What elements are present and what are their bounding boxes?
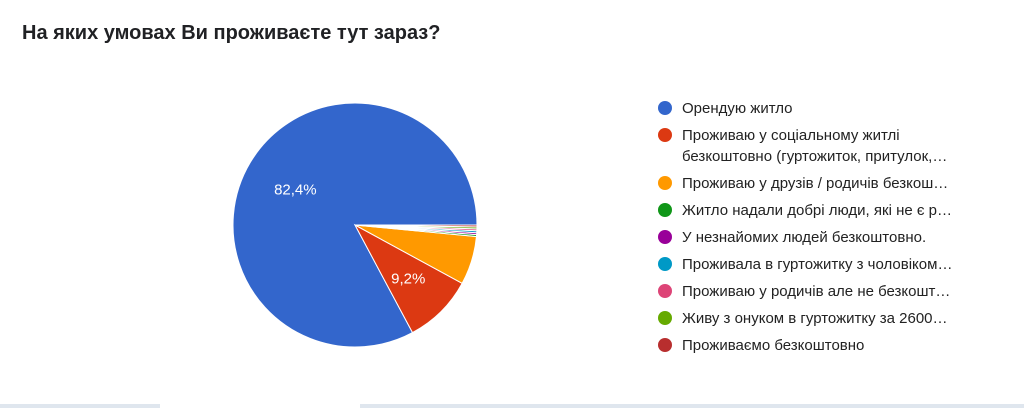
legend-item[interactable]: Проживаю у родичів але не безкошт… <box>658 281 998 302</box>
legend-swatch <box>658 338 672 352</box>
legend-swatch <box>658 311 672 325</box>
legend-label: Проживаємо безкоштовно <box>682 337 865 354</box>
legend-label: Живу з онуком в гуртожитку за 2600… <box>682 310 948 327</box>
pie-chart: 82,4% 9,2% <box>232 102 478 348</box>
legend-item[interactable]: Проживаю у соціальному житлі безкоштовно… <box>658 125 998 167</box>
chart-legend: Орендую житло Проживаю у соціальному житл… <box>658 98 998 362</box>
legend-swatch <box>658 203 672 217</box>
legend-swatch <box>658 128 672 142</box>
legend-swatch <box>658 101 672 115</box>
bottom-divider <box>0 404 1024 408</box>
legend-label: Орендую житло <box>682 100 793 117</box>
legend-label: Житло надали добрі люди, які не є р… <box>682 202 953 219</box>
slice-data-label: 82,4% <box>274 181 317 198</box>
legend-label: У незнайомих людей безкоштовно. <box>682 229 927 246</box>
legend-label: Проживаю у друзів / родичів безкош… <box>682 175 949 192</box>
pie-slice[interactable] <box>354 224 478 228</box>
legend-label: Проживаю у соціальному житлі безкоштовно… <box>682 127 948 165</box>
legend-label: Проживала в гуртожитку з чоловіком… <box>682 256 953 273</box>
legend-swatch <box>658 284 672 298</box>
legend-item[interactable]: Живу з онуком в гуртожитку за 2600… <box>658 308 998 329</box>
legend-item[interactable]: Проживаю у друзів / родичів безкош… <box>658 173 998 194</box>
legend-item[interactable]: У незнайомих людей безкоштовно. <box>658 227 998 248</box>
legend-swatch <box>658 230 672 244</box>
legend-swatch <box>658 257 672 271</box>
slice-data-label: 9,2% <box>391 271 425 288</box>
legend-label: Проживаю у родичів але не безкошт… <box>682 283 951 300</box>
legend-item[interactable]: Житло надали добрі люди, які не є р… <box>658 200 998 221</box>
legend-item[interactable]: Проживала в гуртожитку з чоловіком… <box>658 254 998 275</box>
chart-title: На яких умовах Ви проживаєте тут зараз? <box>22 22 441 44</box>
legend-item[interactable]: Орендую житло <box>658 98 998 119</box>
legend-item[interactable]: Проживаємо безкоштовно <box>658 335 998 356</box>
legend-swatch <box>658 176 672 190</box>
